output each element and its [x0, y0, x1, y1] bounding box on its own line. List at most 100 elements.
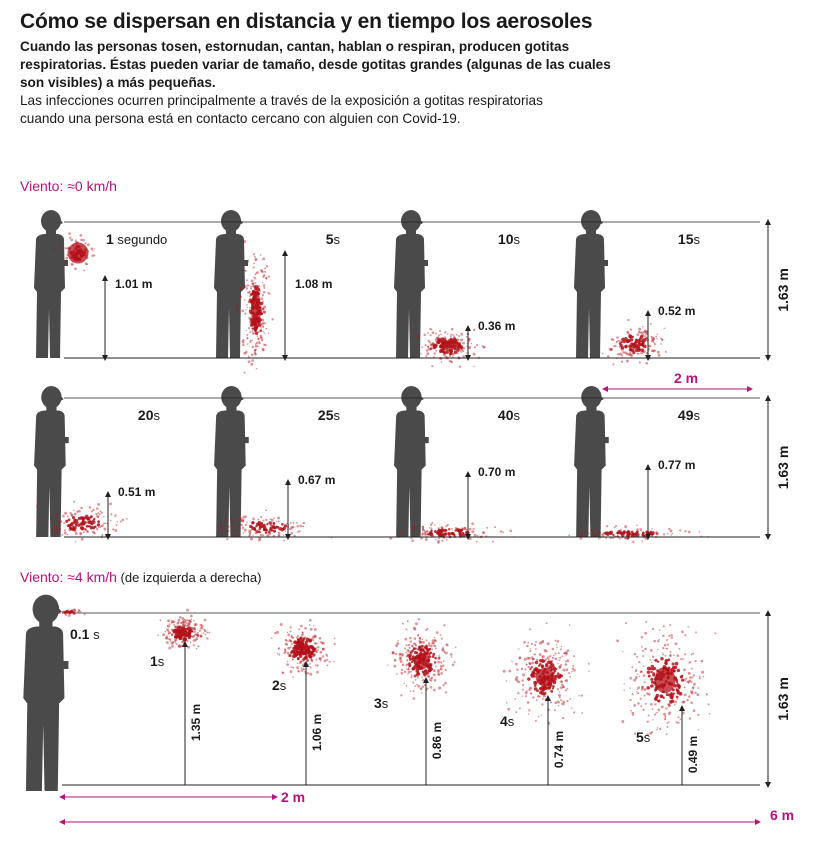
droplet [253, 527, 257, 531]
body-line-1: Las infecciones ocurren principalmente a… [20, 93, 543, 108]
droplet [412, 332, 415, 335]
droplet [707, 703, 710, 706]
droplet [261, 322, 264, 326]
droplet [252, 282, 255, 285]
droplet [171, 632, 174, 636]
droplet [630, 354, 634, 357]
droplet [631, 711, 635, 715]
droplet [260, 337, 263, 340]
droplet [665, 733, 668, 736]
droplet [450, 361, 454, 364]
droplet [267, 291, 269, 294]
droplet [418, 531, 420, 533]
droplet [182, 642, 185, 645]
droplet [262, 349, 265, 352]
droplet [405, 655, 409, 658]
droplet [174, 625, 177, 628]
droplet [312, 654, 316, 658]
droplet [313, 653, 316, 657]
droplet [419, 687, 423, 691]
height-label: 0.70 m [478, 465, 515, 479]
droplet [290, 636, 293, 638]
droplet [502, 531, 504, 534]
droplet [406, 668, 408, 670]
droplet [395, 644, 399, 648]
droplet [434, 524, 436, 526]
droplet [302, 657, 306, 661]
droplet [319, 640, 323, 644]
droplet [568, 624, 571, 626]
droplet-core [251, 290, 261, 330]
droplet [437, 673, 440, 676]
droplet [651, 655, 655, 658]
droplet [547, 684, 552, 689]
droplet [590, 528, 593, 532]
droplet [541, 655, 545, 659]
droplet [671, 532, 674, 535]
droplet [425, 629, 428, 632]
droplet [624, 344, 628, 349]
droplet [326, 655, 329, 657]
droplet [677, 684, 681, 688]
droplet [561, 683, 564, 687]
droplet [661, 338, 663, 341]
droplet [436, 336, 440, 340]
droplet [271, 318, 274, 321]
droplet [109, 502, 112, 506]
droplet [190, 621, 193, 623]
droplet [84, 242, 87, 245]
droplet [246, 304, 248, 306]
droplet [309, 663, 311, 665]
droplet [505, 680, 508, 682]
droplet [259, 254, 262, 256]
droplet [260, 312, 264, 316]
droplet [206, 631, 209, 634]
droplet [261, 318, 265, 322]
droplet [642, 708, 645, 712]
droplet [440, 662, 443, 664]
droplet [176, 627, 179, 631]
droplet [651, 338, 655, 342]
droplet [656, 333, 659, 335]
droplet [425, 648, 429, 652]
droplet [249, 533, 252, 535]
droplet [655, 335, 658, 338]
droplet [200, 624, 204, 628]
droplet [641, 649, 645, 653]
droplet [688, 695, 691, 698]
droplet [427, 339, 430, 342]
droplet [408, 664, 412, 668]
droplet [531, 657, 535, 661]
droplet [533, 684, 537, 687]
droplet [537, 695, 540, 698]
droplet [428, 668, 432, 672]
droplet [174, 639, 177, 643]
droplet [659, 629, 661, 631]
droplet [257, 337, 260, 341]
droplet [410, 660, 414, 664]
droplet [88, 524, 91, 528]
droplet [193, 630, 196, 633]
droplet [178, 625, 182, 629]
droplet [637, 702, 640, 705]
droplet [290, 666, 293, 669]
droplet [242, 339, 245, 342]
droplet [186, 619, 189, 622]
droplet-cloud [616, 621, 717, 736]
droplet [314, 635, 317, 639]
droplet [283, 652, 285, 655]
droplet [663, 718, 667, 721]
droplet [312, 637, 315, 640]
droplet [302, 637, 306, 640]
droplet [542, 641, 545, 644]
droplet [308, 638, 312, 642]
droplet [261, 281, 264, 284]
droplet [651, 627, 655, 631]
droplet [273, 517, 275, 520]
droplet [290, 531, 294, 535]
droplet [248, 531, 252, 535]
droplet [692, 682, 696, 686]
droplet [558, 696, 561, 699]
droplet [258, 342, 261, 345]
droplet [309, 627, 313, 631]
